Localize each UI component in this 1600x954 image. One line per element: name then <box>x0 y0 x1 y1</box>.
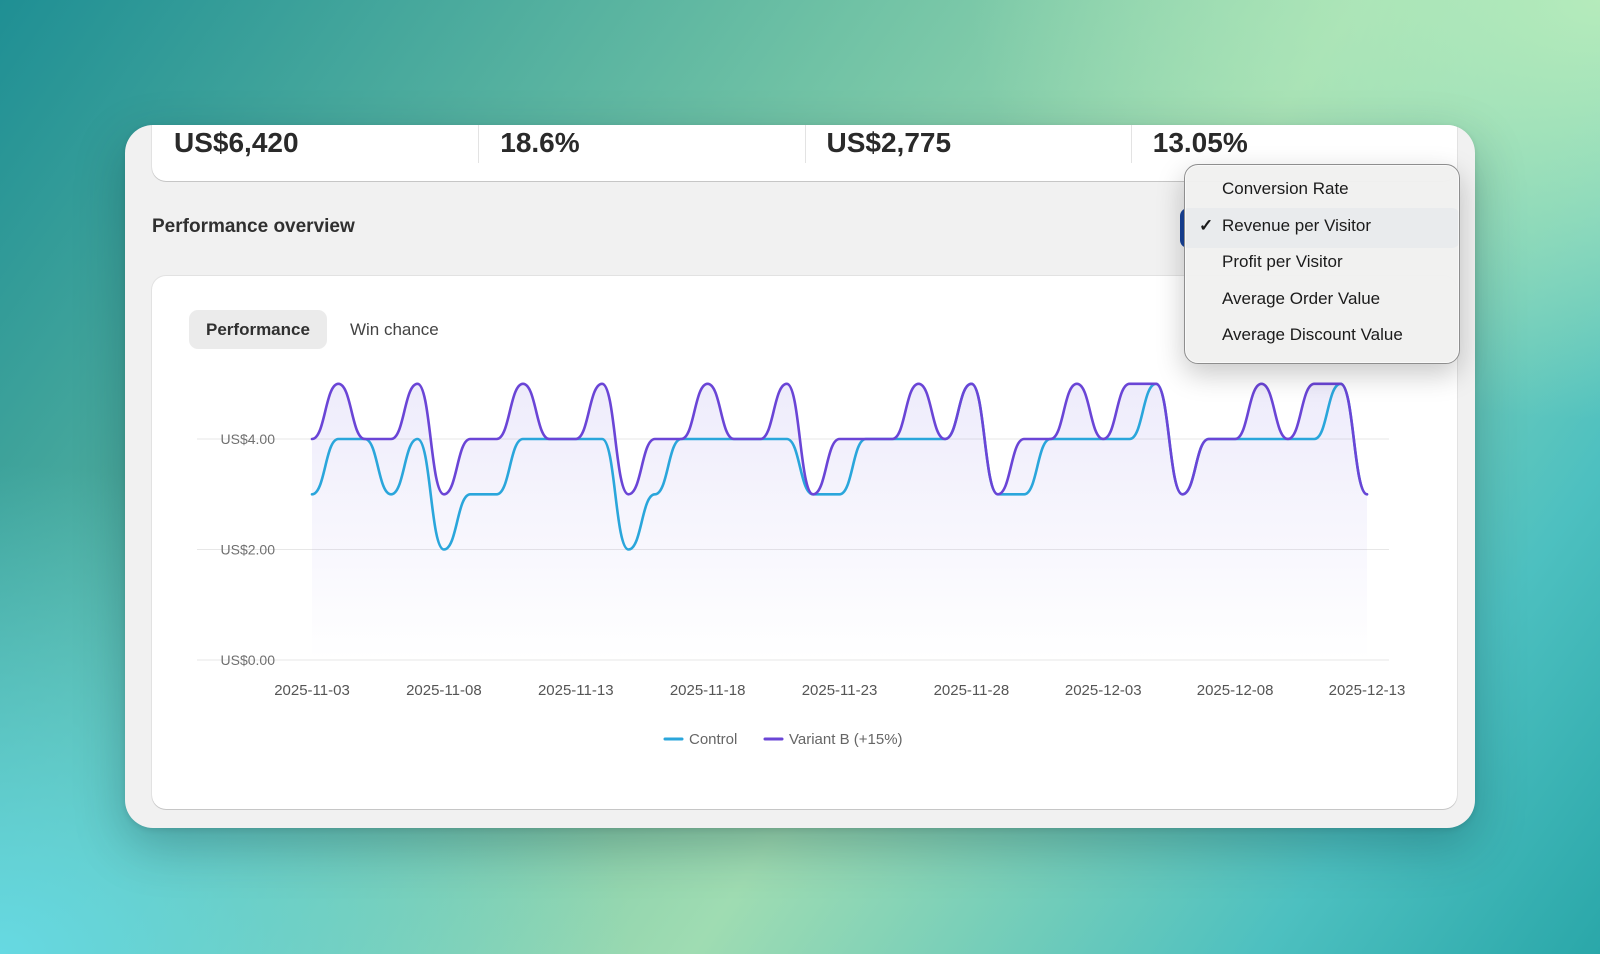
variant-series-line <box>310 382 1369 496</box>
y-axis-tick-label: US$0.00 <box>221 652 276 668</box>
chart-card: Performance Win chance US$4.00 US$2.00 US$… <box>152 276 1457 809</box>
section-title: Performance overview <box>152 216 355 237</box>
stat-value: 18.6% <box>478 125 804 181</box>
menu-item-label: Revenue per Visitor <box>1222 215 1371 235</box>
performance-line-chart: US$4.00 US$2.00 US$0.00 2025-11-03 2025-11-0… <box>197 382 1406 748</box>
menu-item-average-order-value[interactable]: Average Order Value <box>1185 281 1459 318</box>
menu-item-profit-per-visitor[interactable]: Profit per Visitor <box>1185 244 1459 281</box>
stats-summary-card: US$6,420 18.6% US$2,775 13.05% <box>152 125 1457 181</box>
x-axis-tick-label: 2025-11-13 <box>538 682 614 699</box>
x-axis-tick-label: 2025-12-03 <box>1065 682 1142 699</box>
legend-label: Control <box>689 731 737 748</box>
menu-item-average-discount-value[interactable]: Average Discount Value <box>1185 317 1459 354</box>
x-axis-tick-label: 2025-11-08 <box>406 682 482 699</box>
y-axis-tick-label: US$2.00 <box>221 542 276 558</box>
x-axis-tick-label: 2025-11-03 <box>274 682 350 699</box>
menu-item-label: Average Order Value <box>1222 288 1381 308</box>
y-axis-tick-label: US$4.00 <box>221 431 276 447</box>
x-axis-tick-label: 2025-11-28 <box>934 682 1010 699</box>
legend-label: Variant B (+15%) <box>789 731 903 748</box>
stat-value: 13.05% <box>1130 125 1457 181</box>
tab-win-chance[interactable]: Win chance <box>349 319 439 339</box>
menu-item-revenue-per-visitor[interactable]: ✓ Revenue per Visitor <box>1185 208 1459 245</box>
x-axis-tick-label: 2025-11-18 <box>670 682 746 699</box>
chart-tabs: Performance Win chance <box>189 310 456 349</box>
stat-value: US$6,420 <box>174 127 299 158</box>
variant-area-fill <box>312 383 1367 660</box>
x-axis-tick-label: 2025-12-13 <box>1329 682 1406 699</box>
tab-performance[interactable]: Performance <box>189 310 327 349</box>
menu-item-label: Profit per Visitor <box>1222 252 1343 272</box>
metric-dropdown-menu: Conversion Rate ✓ Revenue per Visitor Pr… <box>1184 164 1460 364</box>
x-axis-tick-label: 2025-11-23 <box>802 682 878 699</box>
menu-item-label: Conversion Rate <box>1222 179 1349 199</box>
x-axis-tick-label: 2025-12-08 <box>1197 682 1274 699</box>
menu-item-conversion-rate[interactable]: Conversion Rate <box>1185 171 1459 208</box>
menu-item-label: Average Discount Value <box>1222 325 1403 345</box>
checkmark-icon: ✓ <box>1199 215 1214 235</box>
stat-value: US$2,775 <box>804 125 1131 181</box>
